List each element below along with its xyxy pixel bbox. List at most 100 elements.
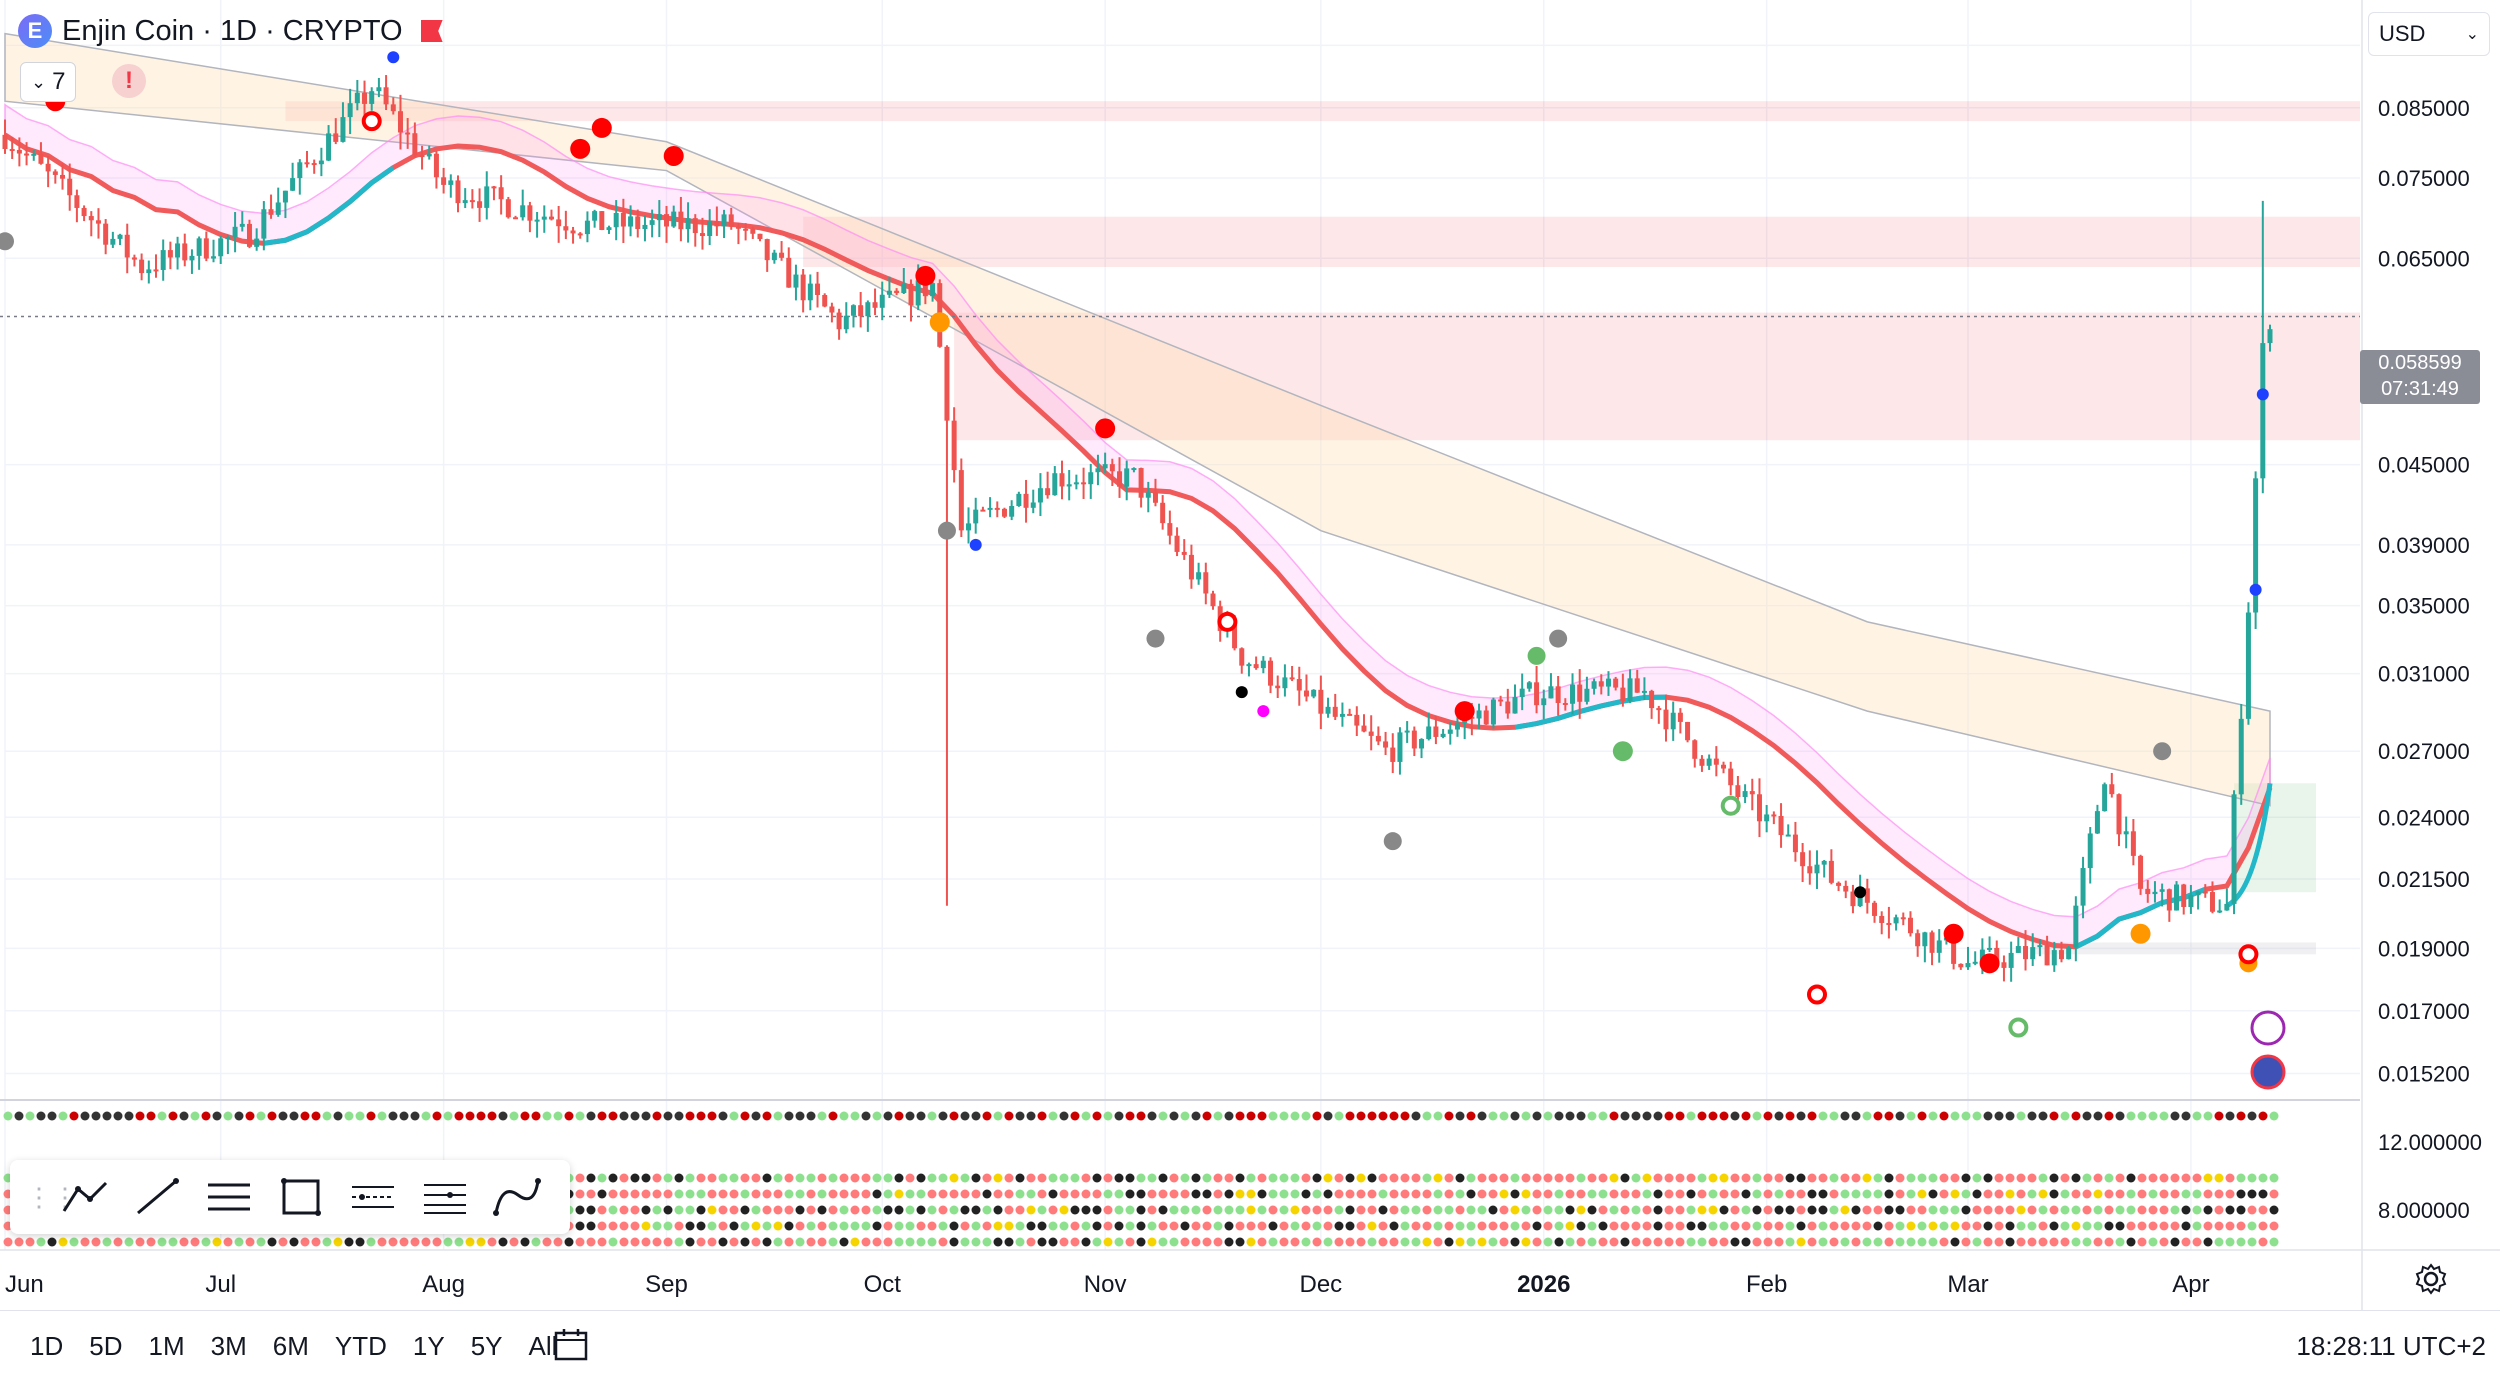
oscillator-dot — [1059, 1221, 1069, 1231]
indicators-toggle[interactable]: ⌄ 7 — [20, 62, 77, 102]
range-button[interactable]: All — [528, 1331, 558, 1361]
chart-legend[interactable]: E Enjin Coin · 1D · CRYPTO — [18, 14, 443, 48]
range-button[interactable]: 6M — [272, 1331, 309, 1361]
rectangle-icon[interactable] — [272, 1168, 330, 1226]
symbol-title[interactable]: Enjin Coin · 1D · CRYPTO — [62, 14, 403, 47]
oscillator-dot — [597, 1205, 607, 1215]
range-button[interactable]: 1M — [148, 1331, 185, 1361]
enjin-coin-icon: E — [18, 14, 52, 48]
candle-body — [2145, 888, 2151, 895]
oscillator-dot — [245, 1237, 255, 1247]
oscillator-dot — [2159, 1205, 2169, 1215]
range-button[interactable]: 3M — [210, 1331, 247, 1361]
parallel-channel-icon[interactable] — [344, 1168, 402, 1226]
oscillator-dot — [410, 1111, 420, 1121]
oscillator-dot — [1147, 1205, 1157, 1215]
oscillator-dot — [839, 1111, 849, 1121]
oscillator-dot — [2093, 1173, 2103, 1183]
curve-icon[interactable] — [488, 1168, 546, 1226]
oscillator-dot — [1323, 1173, 1333, 1183]
oscillator-dot — [2027, 1173, 2037, 1183]
oscillator-dot — [861, 1173, 871, 1183]
oscillator-dot — [2126, 1205, 2136, 1215]
trend-line-icon[interactable] — [56, 1168, 114, 1226]
oscillator-dot — [1730, 1205, 1740, 1215]
oscillator-dot — [1499, 1111, 1509, 1121]
oscillator-dot — [267, 1237, 277, 1247]
oscillator-dot — [1532, 1221, 1542, 1231]
oscillator-dot — [1279, 1237, 1289, 1247]
candle-body — [922, 280, 928, 297]
oscillator-dot — [2104, 1173, 2114, 1183]
candle-body — [692, 218, 698, 234]
candle-body — [570, 230, 576, 234]
oscillator-dot — [25, 1237, 35, 1247]
clock-label[interactable]: 18:28:11 UTC+2 — [2296, 1331, 2486, 1361]
oscillator-dot — [2126, 1221, 2136, 1231]
oscillator-dot — [960, 1111, 970, 1121]
candle-body — [635, 216, 641, 230]
candle-body — [707, 220, 713, 236]
range-button[interactable]: 1Y — [412, 1331, 445, 1361]
oscillator-dot — [1884, 1111, 1894, 1121]
oscillator-dot — [971, 1189, 981, 1199]
oscillator-dot — [729, 1173, 739, 1183]
oscillator-dot — [3, 1111, 13, 1121]
oscillator-dot — [1158, 1111, 1168, 1121]
range-button[interactable]: 1D — [30, 1331, 64, 1361]
oscillator-dot — [1147, 1189, 1157, 1199]
range-button[interactable]: YTD — [334, 1331, 387, 1361]
oscillator-dot — [443, 1237, 453, 1247]
oscillator-dot — [1818, 1237, 1828, 1247]
calendar-range-icon[interactable] — [552, 1327, 592, 1363]
oscillator-dot — [1081, 1189, 1091, 1199]
oscillator-dot — [707, 1205, 717, 1215]
candle-body — [1088, 472, 1094, 485]
oscillator-dot — [2148, 1189, 2158, 1199]
oscillator-dot — [872, 1221, 882, 1231]
range-button[interactable]: 5D — [89, 1331, 123, 1361]
candles-layer — [2, 75, 2273, 982]
range-button[interactable]: 5Y — [470, 1331, 503, 1361]
candle-body — [1519, 688, 1525, 698]
oscillator-dot — [1477, 1221, 1487, 1231]
oscillator-dot — [751, 1221, 761, 1231]
oscillator-dot — [1136, 1237, 1146, 1247]
oscillator-dot — [1004, 1173, 1014, 1183]
flag-icon[interactable] — [420, 20, 443, 42]
currency-select[interactable]: USD ⌄ — [2368, 12, 2490, 56]
oscillator-dot — [1906, 1111, 1916, 1121]
candle-body — [642, 224, 648, 230]
oscillator-dot — [2181, 1189, 2191, 1199]
warning-icon[interactable]: ! — [112, 64, 146, 98]
oscillator-dot — [1422, 1221, 1432, 1231]
price-tick-label: 0.019000 — [2378, 936, 2470, 961]
oscillator-dot — [1873, 1173, 1883, 1183]
drag-handle-icon[interactable]: ⋮⋮ — [26, 1181, 78, 1212]
candle-body — [160, 250, 166, 270]
oscillator-dot — [201, 1111, 211, 1121]
oscillator-dot — [1235, 1237, 1245, 1247]
horizontal-lines-icon[interactable] — [200, 1168, 258, 1226]
fib-icon[interactable] — [416, 1168, 474, 1226]
oscillator-dot — [938, 1189, 948, 1199]
candle-body — [1699, 758, 1705, 766]
oscillator-dot — [1015, 1111, 1025, 1121]
oscillator-dot — [1763, 1111, 1773, 1121]
oscillator-dot — [1411, 1173, 1421, 1183]
line-icon[interactable] — [128, 1168, 186, 1226]
oscillator-dot — [1213, 1173, 1223, 1183]
time-axis: Jun Jul Aug Sep Oct Nov Dec 2026 Feb Mar Apr — [0, 1249, 2500, 1298]
oscillator-dot — [465, 1237, 475, 1247]
settings-gear-icon[interactable] — [2414, 1262, 2448, 1301]
candle-body — [2217, 910, 2223, 913]
oscillator-dot — [982, 1189, 992, 1199]
candle-body — [735, 226, 741, 229]
candle-body — [2195, 891, 2201, 896]
oscillator-dot — [960, 1173, 970, 1183]
oscillator-dot — [366, 1111, 376, 1121]
signal-dot — [1979, 953, 2000, 974]
oscillator-dot — [1653, 1111, 1663, 1121]
oscillator-dot — [1565, 1205, 1575, 1215]
